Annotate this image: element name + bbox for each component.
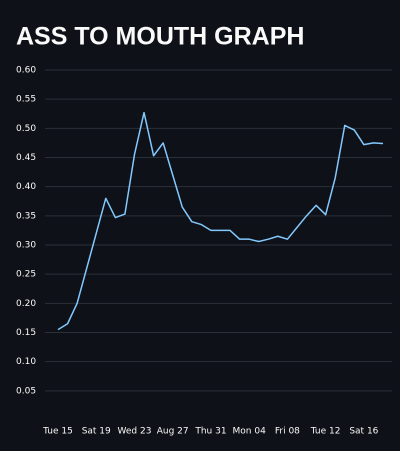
y-tick-label: 0.10 — [16, 357, 36, 367]
y-tick-label: 0.05 — [16, 386, 36, 396]
x-tick-label: Mon 04 — [233, 427, 267, 437]
y-tick-label: 0.25 — [16, 270, 36, 280]
y-tick-label: 0.35 — [16, 211, 36, 221]
y-tick-label: 0.40 — [16, 182, 36, 192]
y-tick-label: 0.50 — [16, 124, 36, 134]
y-tick-label: 0.15 — [16, 328, 36, 338]
x-tick-label: Tue 15 — [42, 427, 73, 437]
x-tick-label: Sat 19 — [82, 427, 111, 437]
x-tick-label: Wed 23 — [118, 427, 152, 437]
x-tick-label: Sat 16 — [349, 427, 378, 437]
y-tick-label: 0.60 — [16, 66, 36, 76]
data-line — [57, 111, 384, 331]
y-tick-label: 0.45 — [16, 153, 36, 163]
y-tick-label: 0.30 — [16, 241, 36, 251]
chart-title: ASS TO MOUTH GRAPH — [16, 23, 304, 51]
x-tick-label: Fri 08 — [275, 427, 300, 437]
x-tick-label: Thu 31 — [194, 427, 226, 437]
x-tick-label: Aug 27 — [157, 427, 189, 437]
y-tick-label: 0.20 — [16, 299, 36, 309]
x-tick-label: Tue 12 — [310, 427, 341, 437]
y-tick-label: 0.55 — [16, 95, 36, 105]
